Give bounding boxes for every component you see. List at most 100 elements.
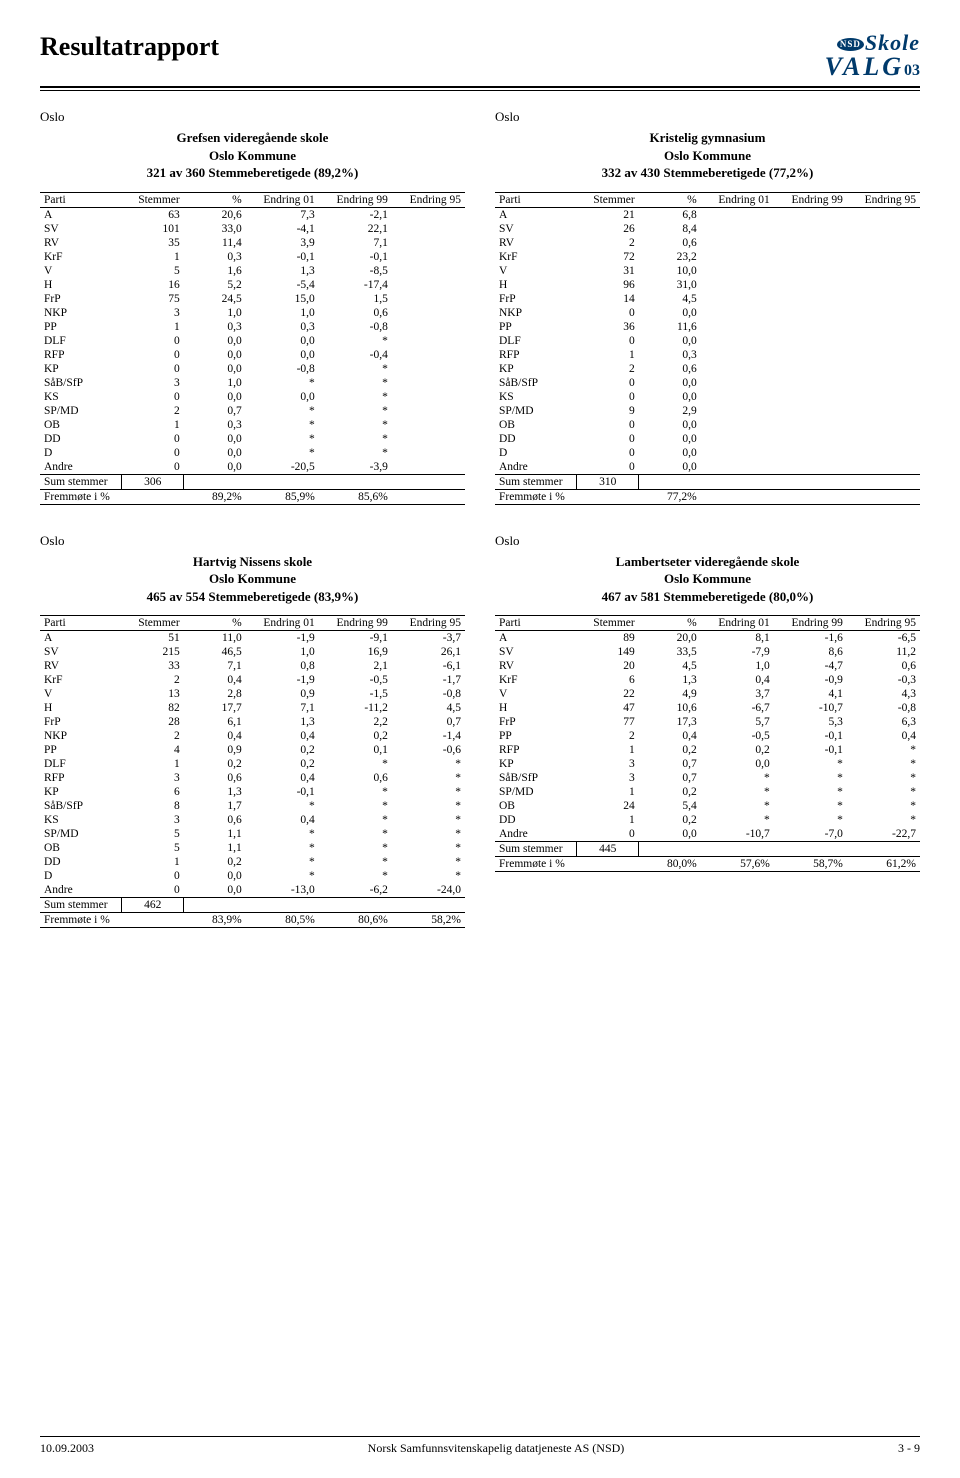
value-cell: -0,1	[246, 785, 319, 799]
fremmote-row: Fremmøte i %80,0%57,6%58,7%61,2%	[495, 857, 920, 872]
value-cell: 0,0	[639, 827, 701, 842]
table-row: D00,0**	[40, 446, 465, 460]
value-cell	[701, 264, 774, 278]
logo-badge: NSD	[837, 38, 864, 51]
value-cell: 0	[577, 418, 639, 432]
parti-cell: RV	[40, 659, 122, 673]
value-cell: 24	[577, 799, 639, 813]
table-row: FrP144,5	[495, 292, 920, 306]
table-row: DLF00,0	[495, 334, 920, 348]
header: Resultatrapport NSDSkole VALG03	[40, 32, 920, 80]
value-cell: 1,1	[184, 841, 246, 855]
value-cell	[774, 348, 847, 362]
value-cell: 0,3	[184, 418, 246, 432]
value-cell: 0	[577, 306, 639, 320]
result-block: OsloLambertseter videregående skoleOslo …	[495, 533, 920, 929]
value-cell: 0,0	[639, 376, 701, 390]
parti-cell: D	[40, 446, 122, 460]
value-cell: *	[774, 757, 847, 771]
header-rule-2	[40, 90, 920, 91]
result-block: OsloHartvig Nissens skoleOslo Kommune465…	[40, 533, 465, 929]
value-cell: 0,2	[319, 729, 392, 743]
value-cell: -0,8	[246, 362, 319, 376]
fremmote-value: 85,6%	[319, 489, 392, 504]
value-cell: 0,4	[184, 729, 246, 743]
table-row: SV268,4	[495, 222, 920, 236]
value-cell: *	[701, 771, 774, 785]
parti-cell: KrF	[40, 673, 122, 687]
table-row: SåB/SfP81,7***	[40, 799, 465, 813]
value-cell: 149	[577, 645, 639, 659]
col-header: Parti	[40, 192, 122, 207]
value-cell: 20	[577, 659, 639, 673]
value-cell	[701, 207, 774, 222]
value-cell: 77	[577, 715, 639, 729]
value-cell: *	[392, 757, 465, 771]
logo-bottom-text: VALG	[825, 52, 904, 81]
value-cell: 16,9	[319, 645, 392, 659]
col-header: Endring 01	[246, 616, 319, 631]
table-row: Andre00,0-20,5-3,9	[40, 460, 465, 475]
table-row: RV3511,43,97,1	[40, 236, 465, 250]
value-cell: 1,3	[246, 264, 319, 278]
value-cell	[392, 236, 465, 250]
value-cell: 6	[577, 673, 639, 687]
value-cell	[392, 404, 465, 418]
value-cell	[847, 334, 920, 348]
value-cell	[774, 207, 847, 222]
parti-cell: Andre	[40, 460, 122, 475]
stemmeberetigede: 321 av 360 Stemmeberetigede (89,2%)	[40, 164, 465, 182]
value-cell: *	[847, 743, 920, 757]
value-cell	[774, 222, 847, 236]
value-cell: 0,7	[184, 404, 246, 418]
value-cell: 0,8	[246, 659, 319, 673]
value-cell: 215	[122, 645, 184, 659]
table-row: SåB/SfP00,0	[495, 376, 920, 390]
value-cell: 0,2	[184, 855, 246, 869]
value-cell: 0	[122, 362, 184, 376]
parti-cell: H	[40, 701, 122, 715]
value-cell	[774, 418, 847, 432]
table-row: Andre00,0-10,7-7,0-22,7	[495, 827, 920, 842]
table-row: PP10,30,3-0,8	[40, 320, 465, 334]
value-cell: 1,7	[184, 799, 246, 813]
parti-cell: D	[40, 869, 122, 883]
value-cell	[774, 460, 847, 475]
value-cell: 17,3	[639, 715, 701, 729]
parti-cell: SP/MD	[40, 827, 122, 841]
value-cell: 0,0	[184, 362, 246, 376]
value-cell: -7,0	[774, 827, 847, 842]
stemmeberetigede: 467 av 581 Stemmeberetigede (80,0%)	[495, 588, 920, 606]
parti-cell: FrP	[495, 715, 577, 729]
value-cell: 0,0	[184, 334, 246, 348]
value-cell: *	[774, 813, 847, 827]
value-cell: 3,7	[701, 687, 774, 701]
value-cell: -0,8	[392, 687, 465, 701]
parti-cell: KS	[40, 813, 122, 827]
value-cell: -0,9	[774, 673, 847, 687]
value-cell: 20,0	[639, 631, 701, 646]
table-row: DD00,0**	[40, 432, 465, 446]
value-cell: *	[319, 418, 392, 432]
value-cell: -6,1	[392, 659, 465, 673]
value-cell: -1,4	[392, 729, 465, 743]
value-cell: *	[392, 827, 465, 841]
sum-row: Sum stemmer445	[495, 842, 920, 857]
value-cell: 31	[577, 264, 639, 278]
value-cell: 3	[122, 813, 184, 827]
value-cell	[701, 222, 774, 236]
value-cell: 1,0	[184, 376, 246, 390]
value-cell: *	[319, 432, 392, 446]
value-cell	[701, 404, 774, 418]
value-cell: *	[701, 785, 774, 799]
fremmote-value	[701, 489, 774, 504]
value-cell: 96	[577, 278, 639, 292]
value-cell: 0,4	[246, 771, 319, 785]
value-cell: 0	[122, 348, 184, 362]
value-cell	[847, 292, 920, 306]
col-header: Endring 99	[319, 616, 392, 631]
value-cell: 3	[577, 757, 639, 771]
parti-cell: SV	[495, 222, 577, 236]
value-cell: 10,6	[639, 701, 701, 715]
value-cell: *	[774, 785, 847, 799]
